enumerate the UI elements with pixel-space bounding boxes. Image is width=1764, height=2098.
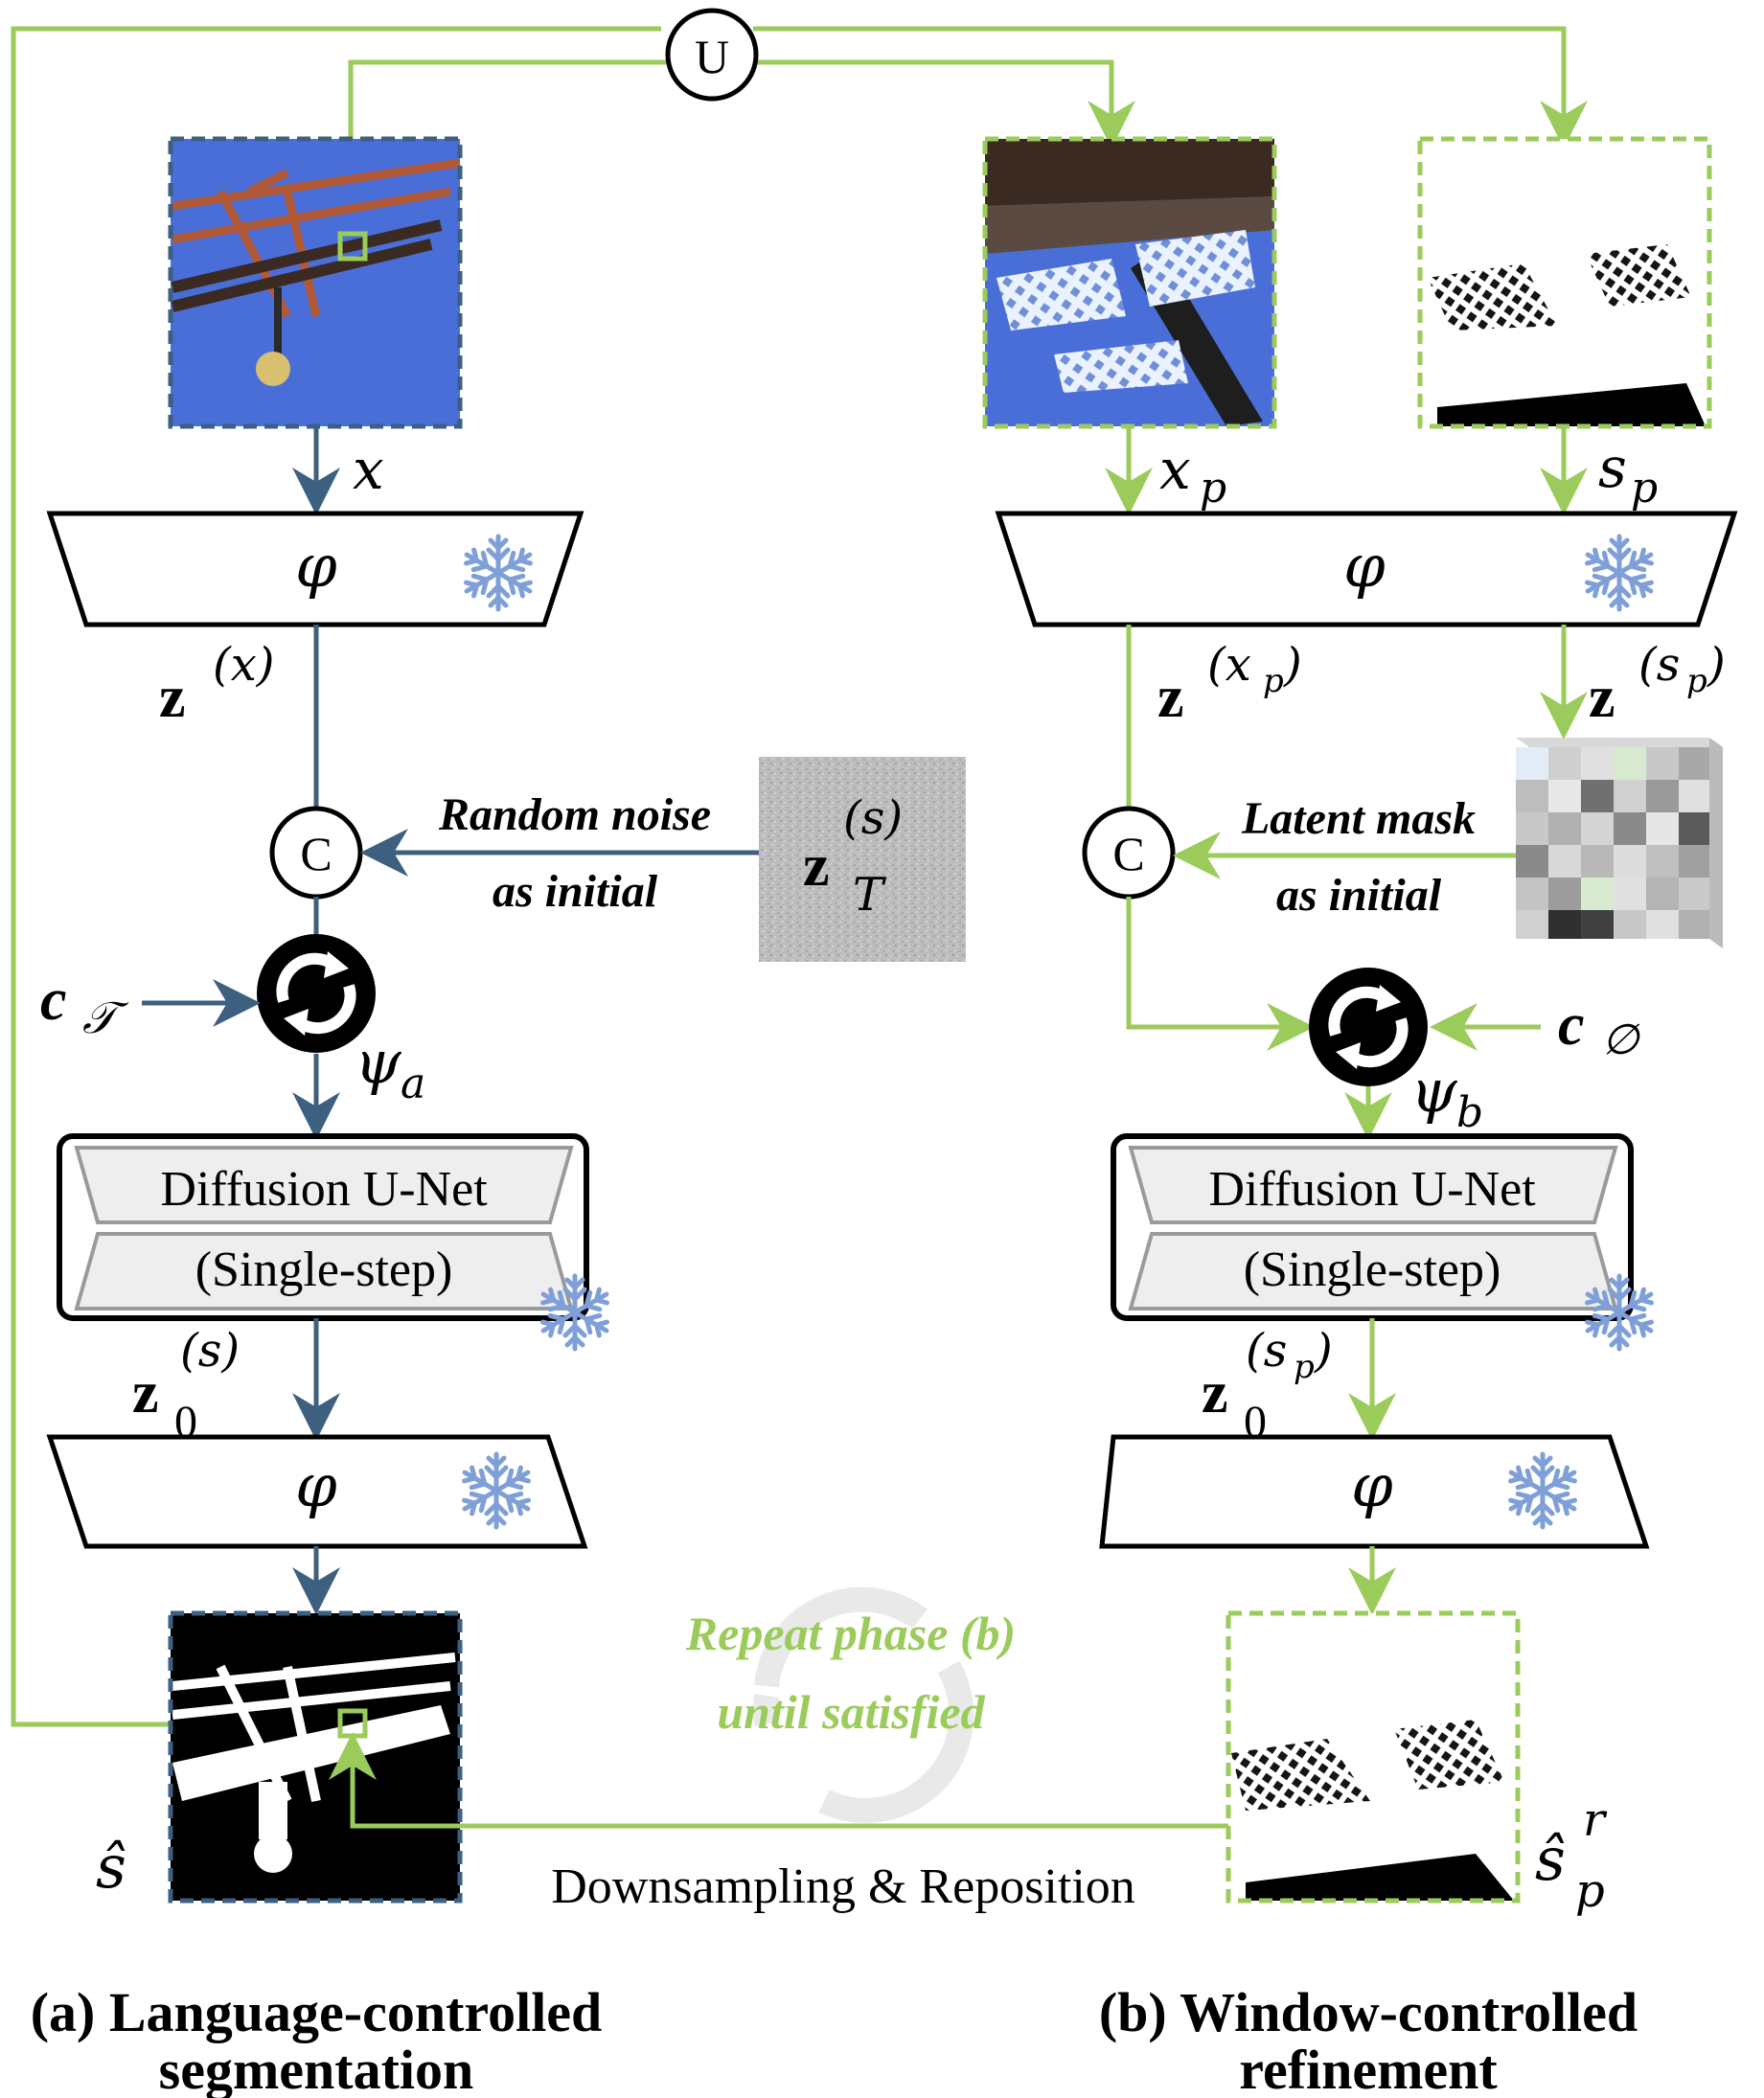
z0-label-a: z 0 (s) bbox=[132, 1324, 240, 1448]
mask-label-sp: s p bbox=[1598, 435, 1658, 513]
encoder-a-label: φ bbox=[295, 531, 337, 601]
adapter-a-label: ψ a bbox=[355, 1027, 425, 1108]
latent-xp-label: z (x p ) bbox=[1157, 638, 1302, 730]
unet-b-line2: (Single-step) bbox=[1244, 1243, 1501, 1297]
svg-text:(s): (s) bbox=[843, 791, 903, 845]
svg-text:s: s bbox=[1598, 435, 1627, 500]
output-label-refined: ŝ p r bbox=[1535, 1793, 1608, 1918]
adapter-b-label: ψ b bbox=[1410, 1056, 1483, 1137]
noise-latent-label: z T (s) bbox=[803, 791, 903, 922]
output-refined-mask bbox=[1226, 1610, 1521, 1904]
svg-text:): ) bbox=[1314, 1324, 1333, 1378]
svg-text:c: c bbox=[1558, 992, 1585, 1058]
input-label-x: x bbox=[353, 437, 384, 502]
arrow-concat-to-adapter-b bbox=[1126, 897, 1315, 1051]
svg-text:∅: ∅ bbox=[1602, 1015, 1640, 1064]
input-label-xp: x p bbox=[1159, 437, 1226, 513]
latent-sp-label: z (s p ) bbox=[1589, 638, 1726, 730]
svg-text:(s: (s bbox=[1638, 638, 1680, 692]
decoder-a: φ bbox=[46, 1434, 588, 1549]
noise-text-line2: as initial bbox=[493, 866, 658, 917]
unet-a-line1: Diffusion U-Net bbox=[160, 1162, 488, 1217]
svg-text:p: p bbox=[1575, 1864, 1605, 1918]
unet-a: Diffusion U-Net (Single-step) bbox=[57, 1133, 611, 1349]
svg-text:r: r bbox=[1583, 1793, 1608, 1847]
svg-text:z: z bbox=[1589, 665, 1615, 730]
unet-a-line2: (Single-step) bbox=[195, 1243, 453, 1297]
svg-text:ψ: ψ bbox=[355, 1027, 402, 1097]
output-mask-s-hat bbox=[168, 1610, 463, 1904]
concat-node-b: C bbox=[1082, 806, 1176, 900]
mask-text-line1: Latent mask bbox=[1241, 793, 1476, 844]
encoder-b: φ bbox=[995, 511, 1738, 627]
svg-text:x: x bbox=[1159, 437, 1191, 502]
decoder-b: φ bbox=[1099, 1434, 1650, 1549]
svg-text:a: a bbox=[401, 1060, 425, 1108]
mask-text-line2: as initial bbox=[1276, 870, 1442, 921]
decoder-a-label: φ bbox=[295, 1450, 337, 1520]
svg-text:p: p bbox=[1263, 662, 1284, 700]
cond-label-a: c 𝒯 bbox=[40, 968, 129, 1043]
caption-a-line1: (a) Language-controlled bbox=[31, 1981, 603, 2043]
svg-text:𝒯: 𝒯 bbox=[82, 992, 129, 1043]
update-node: U bbox=[665, 8, 759, 102]
encoder-a: φ bbox=[46, 511, 584, 627]
svg-text:C: C bbox=[300, 827, 332, 880]
crop-mask-sp bbox=[1417, 136, 1712, 429]
svg-text:ŝ: ŝ bbox=[1535, 1824, 1566, 1894]
unet-b: Diffusion U-Net (Single-step) bbox=[1111, 1133, 1656, 1349]
feedback-label: Downsampling & Reposition bbox=[551, 1859, 1135, 1914]
unet-b-line1: Diffusion U-Net bbox=[1208, 1162, 1536, 1217]
svg-text:(s): (s) bbox=[180, 1324, 240, 1378]
noise-text-line1: Random noise bbox=[438, 789, 711, 840]
svg-text:p: p bbox=[1294, 1348, 1315, 1386]
repeat-cycle-icon bbox=[752, 1586, 974, 1823]
svg-text:C: C bbox=[1112, 827, 1144, 880]
svg-text:c: c bbox=[40, 968, 67, 1033]
phase-b: x p s p φ z (x p ) z (s p ) bbox=[982, 136, 1738, 1918]
svg-text:z: z bbox=[159, 665, 186, 730]
svg-text:z: z bbox=[132, 1360, 159, 1425]
repeat-text-line1: Repeat phase (b) bbox=[685, 1607, 1016, 1660]
svg-text:ψ: ψ bbox=[1410, 1056, 1458, 1126]
svg-text:(s: (s bbox=[1246, 1324, 1287, 1378]
update-node-label: U bbox=[695, 30, 729, 83]
output-label-s-hat: ŝ bbox=[96, 1832, 126, 1902]
svg-text:(x: (x bbox=[1207, 638, 1251, 692]
caption-a-line2: segmentation bbox=[159, 2039, 474, 2098]
svg-text:z: z bbox=[1157, 665, 1184, 730]
decoder-b-label: φ bbox=[1351, 1450, 1393, 1520]
cond-label-b: c ∅ bbox=[1558, 992, 1640, 1064]
svg-text:p: p bbox=[1686, 662, 1707, 700]
svg-text:): ) bbox=[1283, 638, 1302, 692]
arrow-downsampling-feedback bbox=[329, 1732, 1228, 1829]
svg-text:T: T bbox=[853, 868, 886, 922]
caption-b-line2: refinement bbox=[1239, 2039, 1498, 2098]
svg-text:p: p bbox=[1631, 464, 1658, 513]
latent-x-label: z (x) bbox=[159, 638, 275, 730]
encoder-b-label: φ bbox=[1343, 531, 1386, 601]
svg-text:z: z bbox=[1202, 1360, 1228, 1425]
phase-a: x φ z (x) C Random noise as initial z T … bbox=[40, 136, 966, 1904]
latent-mask-cube bbox=[1516, 738, 1723, 948]
noise-image bbox=[759, 757, 966, 962]
repeat-text-line2: until satisfied bbox=[717, 1685, 985, 1739]
caption-b-line1: (b) Window-controlled bbox=[1099, 1981, 1638, 2043]
svg-text:p: p bbox=[1200, 464, 1226, 513]
svg-text:): ) bbox=[1707, 638, 1726, 692]
crop-image-xp bbox=[982, 136, 1277, 429]
svg-text:b: b bbox=[1456, 1088, 1483, 1137]
concat-node-a: C bbox=[269, 806, 363, 900]
z0-label-b: z 0 (s p ) bbox=[1202, 1324, 1333, 1448]
input-image-x bbox=[168, 136, 463, 429]
svg-text:z: z bbox=[803, 833, 830, 899]
svg-text:(x): (x) bbox=[213, 638, 275, 692]
